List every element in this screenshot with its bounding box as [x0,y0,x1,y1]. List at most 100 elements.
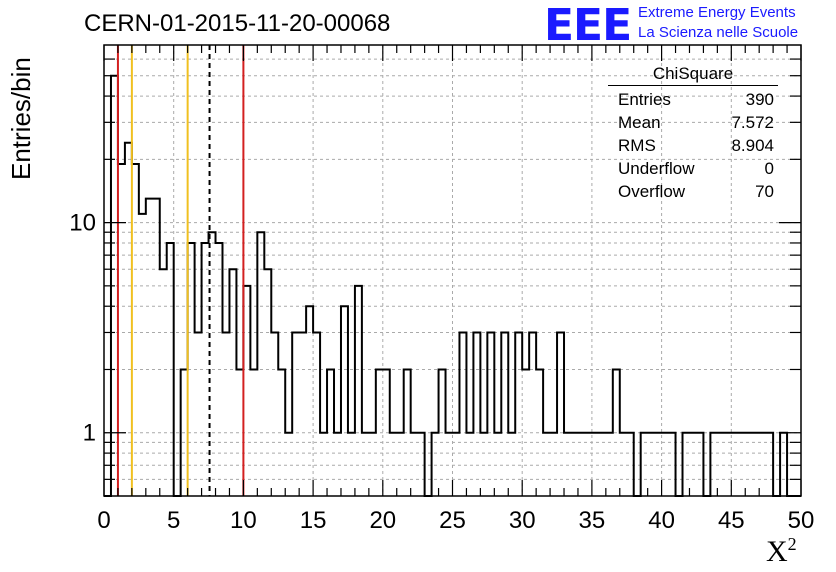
histogram-bin [522,369,529,496]
histogram-bin [627,433,634,496]
logo-line-1: Extreme Energy Events [638,4,796,21]
histogram-bin [543,433,550,496]
x-axis-label-base: X [766,535,788,568]
histogram-bin [578,433,585,496]
histogram-bin [606,433,613,496]
histogram-bin [236,369,243,496]
histogram-bin [432,433,439,496]
histogram-bin [480,433,487,496]
histogram-bin [139,214,146,496]
histogram-bin [327,369,334,496]
stats-row: RMS 8.904 [608,134,778,157]
x-tick-label: 50 [788,507,815,534]
histogram-bin [397,433,404,496]
histogram-bin [766,433,773,496]
histogram-bin [738,433,745,496]
y-tick-label: 10 [69,210,96,237]
x-tick-label: 20 [369,507,396,534]
histogram-bin [313,332,320,496]
histogram-bin [153,199,160,496]
histogram-bin [341,306,348,496]
histogram-bin [780,433,787,496]
histogram-bin [132,164,139,496]
histogram-bin [418,433,425,496]
histogram-bin [195,332,202,496]
histogram-bin [348,433,355,496]
x-axis-label-superscript: 2 [787,534,797,554]
histogram-bin [696,433,703,496]
x-tick-label: 0 [97,507,110,534]
histogram-bin [222,332,229,496]
histogram-bin [355,286,362,496]
histogram-bin [557,332,564,496]
histogram-bin [745,433,752,496]
histogram-bin [292,332,299,496]
histogram-bin [494,433,501,496]
stats-box: ChiSquare Entries 390 Mean 7.572 RMS 8.9… [608,64,778,203]
stats-label: Overflow [618,182,686,201]
histogram-bin [299,332,306,496]
x-axis-label: X2 [766,534,797,569]
stats-value: 390 [745,90,774,109]
histogram-bin [536,369,543,496]
histogram-bin [446,433,453,496]
stats-box-title: ChiSquare [608,64,778,86]
histogram-bin [160,269,167,496]
histogram-bin [369,433,376,496]
histogram-bin [592,433,599,496]
histogram-bin [620,433,627,496]
histogram-bin [487,332,494,496]
histogram-bin [717,433,724,496]
histogram-bin [362,433,369,496]
histogram-bin [752,433,759,496]
histogram-bin [167,243,174,496]
histogram-bin [459,332,466,496]
histogram-bin [390,433,397,496]
y-axis-label: Entries/bin [6,57,36,180]
histogram-bin [334,433,341,496]
histogram-bin [411,433,418,496]
histogram-bin [306,306,313,496]
histogram-bin [759,433,766,496]
histogram-bin [683,433,690,496]
stats-label: Entries [618,90,671,109]
histogram-bin [285,433,292,496]
histogram-bin [550,433,557,496]
x-tick-label: 30 [509,507,536,534]
histogram-bin [125,143,132,496]
histogram-bin [662,433,669,496]
histogram-bin [320,433,327,496]
stats-row: Overflow 70 [608,180,778,203]
histogram-outline [104,74,801,497]
histogram-bin [648,433,655,496]
histogram-bin [229,269,236,496]
stats-value: 7.572 [731,113,774,132]
y-tick-label: 1 [83,420,96,447]
histogram-bin [515,332,522,496]
x-tick-label: 40 [648,507,675,534]
stats-value: 0 [764,159,774,178]
histogram-bin [473,332,480,496]
histogram-bin [146,199,153,496]
histogram-bin [599,433,606,496]
chart-title: CERN-01-2015-11-20-00068 [84,10,391,37]
histogram-bin [564,433,571,496]
histogram-bin [466,433,473,496]
histogram-bin [278,369,285,496]
x-tick-label: 45 [718,507,745,534]
histogram-bin [669,433,676,496]
histogram-bin [118,164,125,496]
histogram-bin [641,433,648,496]
logo-mark: EEE [544,0,632,51]
histogram-bin [529,332,536,496]
histogram-bin [453,433,460,496]
histogram-bin [216,243,223,496]
histogram-bin [731,433,738,496]
x-tick-label: 5 [167,507,180,534]
stats-value: 70 [755,182,774,201]
x-tick-label: 25 [439,507,466,534]
histogram-bin [250,369,257,496]
histogram-bin [257,232,264,496]
histogram-bin [243,286,250,496]
